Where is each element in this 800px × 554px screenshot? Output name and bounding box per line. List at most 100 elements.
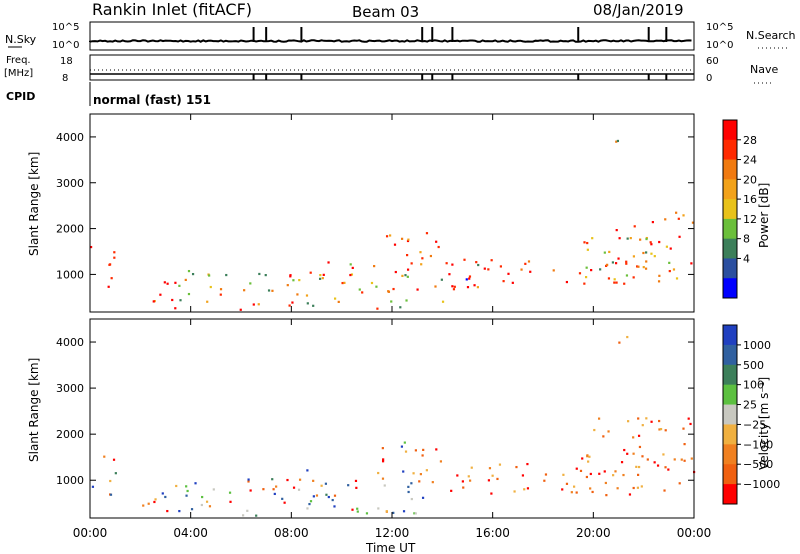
echo-cell bbox=[219, 293, 222, 296]
echo-cell bbox=[325, 493, 328, 496]
cpid-label: CPID bbox=[6, 90, 35, 103]
noise-left-tick-top: 10^5 bbox=[52, 22, 79, 33]
echo-cell bbox=[392, 511, 395, 514]
echo-cell bbox=[590, 268, 593, 272]
echo-cell bbox=[578, 272, 582, 275]
echo-cell bbox=[247, 478, 250, 481]
x-tick-label: 16:00 bbox=[475, 526, 510, 540]
echo-cell bbox=[490, 492, 493, 495]
echo-cell bbox=[358, 288, 361, 291]
colorbar-swatch bbox=[723, 444, 737, 465]
velocity-panel-frame bbox=[89, 318, 695, 519]
echo-cell bbox=[599, 268, 602, 271]
echo-cell bbox=[404, 450, 408, 453]
echo-cell bbox=[419, 473, 422, 476]
echo-cell bbox=[209, 285, 212, 289]
echo-cell bbox=[178, 284, 181, 287]
echo-cell bbox=[628, 493, 632, 496]
echo-cell bbox=[421, 454, 424, 457]
echo-cell bbox=[622, 473, 625, 477]
echo-cell bbox=[496, 477, 499, 481]
echo-cell bbox=[381, 477, 385, 480]
echo-cell bbox=[399, 306, 402, 309]
echo-cell bbox=[511, 281, 514, 284]
echo-cell bbox=[526, 462, 529, 466]
colorbar-frame bbox=[722, 119, 738, 299]
echo-cell bbox=[642, 251, 645, 255]
echo-cell bbox=[579, 469, 583, 473]
echo-cell bbox=[646, 458, 649, 461]
echo-cell bbox=[463, 258, 466, 261]
echo-cell bbox=[321, 277, 324, 280]
echo-cell bbox=[306, 302, 309, 305]
echo-cell bbox=[585, 475, 589, 479]
y-tick-label: 2000 bbox=[56, 428, 84, 441]
echo-cell bbox=[618, 237, 621, 240]
date-label: 08/Jan/2019 bbox=[593, 1, 684, 19]
echo-cell bbox=[615, 228, 618, 232]
colorbar-swatch bbox=[723, 364, 737, 386]
freq-panel: Freq. [MHz] 18 8 60 0 Nave bbox=[4, 54, 778, 84]
colorbar-tick-label: −100 bbox=[743, 438, 773, 451]
echo-cell bbox=[687, 417, 690, 420]
echo-cell bbox=[154, 498, 157, 501]
echo-cell bbox=[625, 274, 629, 277]
echo-cell bbox=[286, 478, 289, 482]
echo-cell bbox=[382, 458, 385, 461]
colorbar-swatch bbox=[723, 218, 737, 240]
echo-cell bbox=[498, 463, 502, 466]
echo-cell bbox=[333, 505, 336, 508]
echo-cell bbox=[327, 495, 330, 499]
echo-cell bbox=[356, 507, 359, 510]
echo-cell bbox=[680, 458, 683, 461]
echo-cell bbox=[385, 510, 388, 513]
echo-cell bbox=[668, 269, 671, 273]
echo-cell bbox=[271, 289, 274, 292]
echo-cell bbox=[664, 466, 667, 469]
echo-cell bbox=[475, 261, 478, 264]
colorbar-tick-label: −1000 bbox=[743, 478, 780, 491]
echo-cell bbox=[637, 434, 641, 437]
echo-cell bbox=[662, 453, 665, 456]
echo-cell bbox=[623, 448, 626, 452]
colorbar-swatch bbox=[723, 384, 737, 406]
echo-cell bbox=[296, 293, 299, 296]
echo-cell bbox=[650, 252, 653, 255]
nave-tick-bottom: 0 bbox=[706, 73, 712, 84]
echo-cell bbox=[453, 285, 456, 288]
nsky-series bbox=[89, 39, 692, 43]
echo-cell bbox=[598, 472, 601, 475]
echo-cell bbox=[611, 261, 615, 264]
echo-cell bbox=[637, 265, 640, 268]
echo-cell bbox=[586, 241, 589, 245]
echo-cell bbox=[361, 291, 364, 294]
colorbar-tick-label: 16 bbox=[743, 193, 757, 206]
echo-cell bbox=[392, 287, 395, 291]
echo-cell bbox=[561, 488, 564, 491]
cpid-text: normal (fast) 151 bbox=[93, 93, 211, 107]
colorbar-tick-label: 12 bbox=[743, 213, 757, 226]
velocity-panel: 1000 2000 3000 4000 Slant Range [km] 1000 50… bbox=[27, 318, 780, 519]
echo-cell bbox=[468, 277, 471, 280]
echo-cell bbox=[394, 270, 397, 274]
echo-cell bbox=[373, 264, 376, 268]
echo-cell bbox=[200, 503, 203, 507]
echo-cell bbox=[404, 274, 407, 277]
echo-cell bbox=[312, 495, 315, 498]
echo-cell bbox=[544, 473, 548, 476]
echo-cell bbox=[575, 467, 578, 470]
echo-cell bbox=[658, 419, 661, 423]
beam-label: Beam 03 bbox=[352, 3, 419, 21]
velocity-ylabel: Slant Range [km] bbox=[27, 358, 41, 462]
freq-spikes bbox=[252, 74, 668, 80]
echo-cell bbox=[615, 140, 618, 143]
echo-cell bbox=[241, 514, 245, 517]
colorbar-tick-label: 28 bbox=[743, 134, 757, 147]
echo-cell bbox=[410, 482, 413, 485]
station-title: Rankin Inlet (fitACF) bbox=[92, 0, 252, 19]
echo-cell bbox=[575, 491, 578, 494]
y-tick-label: 2000 bbox=[56, 223, 84, 236]
echo-cell bbox=[488, 467, 492, 470]
velocity-colorbar: 1000 500 100 25 −25 −100 −500 −1000 bbox=[722, 324, 780, 505]
echo-cell bbox=[354, 479, 358, 483]
